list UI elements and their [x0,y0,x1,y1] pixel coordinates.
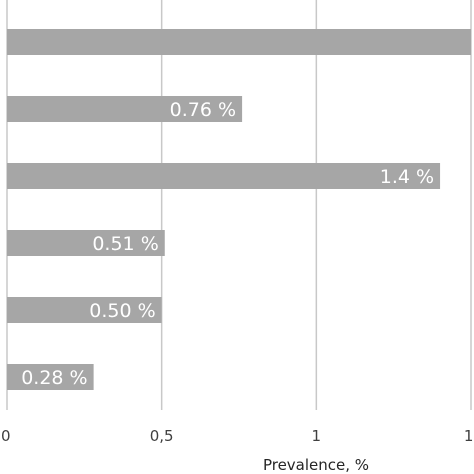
bar-value-label: 0.28 % [21,367,87,389]
bar-value-label: 1.4 % [380,166,434,188]
x-tick-label: 1, [464,427,474,445]
bar [7,163,441,189]
x-tick-labels: 0 0,5 1 1, [1,427,474,445]
x-axis-title: Prevalence, % [263,456,369,474]
bar [7,364,94,390]
bar [7,29,471,55]
bar-value-label: 0.51 % [92,233,158,255]
bar [7,230,165,256]
bar [7,96,243,122]
x-tick-label: 0,5 [150,427,174,445]
bar-value-label: 0.76 % [170,99,236,121]
x-tick-label: 1 [312,427,322,445]
bar [7,297,162,323]
gridlines [6,0,472,410]
bars: 0.76 % 1.4 % 0.51 % 0.50 % 0.28 % [7,29,471,390]
bar-value-label: 0.50 % [89,300,155,322]
x-tick-label: 0 [1,427,11,445]
